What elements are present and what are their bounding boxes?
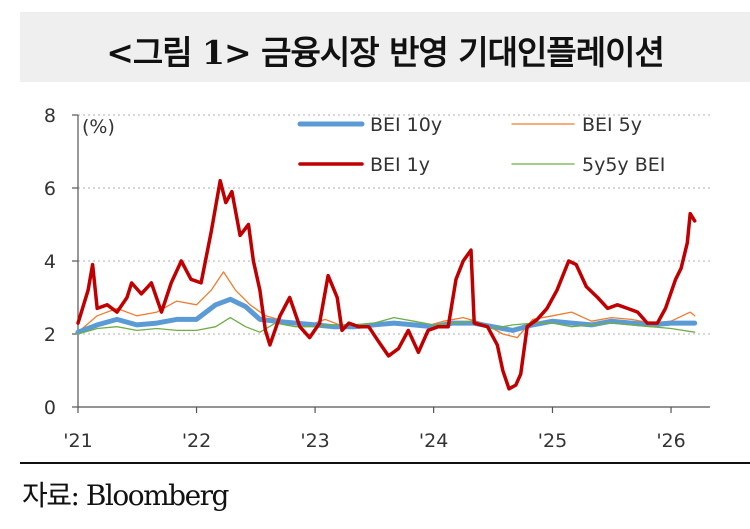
series-lines <box>75 178 698 391</box>
x-tick-label: '21 <box>63 430 92 452</box>
legend-label: 5y5y BEI <box>582 154 665 176</box>
series-line-bei-10y <box>75 296 698 335</box>
y-tick-label: 8 <box>44 105 56 127</box>
legend-label: BEI 1y <box>370 154 430 176</box>
x-tick-label: '23 <box>300 430 329 452</box>
legend-label: BEI 10y <box>370 114 442 136</box>
x-tick-label: '22 <box>182 430 211 452</box>
title-bar: <그림 1> 금융시장 반영 기대인플레이션 <box>20 12 750 82</box>
x-tick-label: '26 <box>656 430 685 452</box>
y-tick-label: 4 <box>44 251 56 273</box>
source-divider <box>20 462 750 464</box>
chart-area: 0 2 4 6 8 (%) '21 '22 '23 '24 '25 '26 BEI 10y BEI 5y… <box>44 105 710 452</box>
series-line-5y5y-bei <box>77 316 696 335</box>
axes: 0 2 4 6 8 (%) '21 '22 '23 '24 '25 '26 <box>44 105 710 452</box>
legend: BEI 10y BEI 5y BEI 1y 5y5y BEI <box>297 114 665 176</box>
y-unit-label: (%) <box>82 116 115 138</box>
legend-label: BEI 5y <box>582 114 642 136</box>
x-tick-label: '24 <box>419 430 448 452</box>
source-note: 자료: Bloomberg <box>22 479 229 512</box>
y-tick-label: 6 <box>44 178 56 200</box>
gridlines <box>78 114 710 335</box>
y-tick-label: 0 <box>44 397 56 419</box>
chart-title: <그림 1> 금융시장 반영 기대인플레이션 <box>106 33 665 72</box>
y-tick-label: 2 <box>44 324 56 346</box>
series-line-bei-1y <box>76 178 697 391</box>
x-tick-label: '25 <box>538 430 567 452</box>
